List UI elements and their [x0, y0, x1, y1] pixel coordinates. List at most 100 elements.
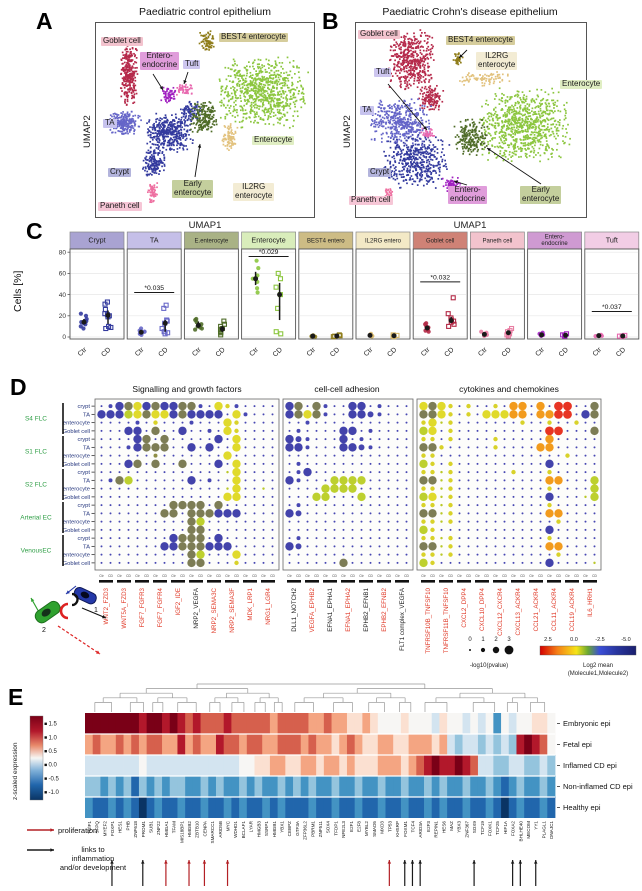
black-arrow-foxm1 [403, 860, 407, 886]
heatmap-gene-label: HMGA1 [164, 821, 169, 838]
red-arrow-hmga1 [164, 860, 168, 886]
heatmap-gene-label: BHLHE40 [518, 821, 523, 842]
heatmap-gene-label: FOXM1 [403, 821, 408, 837]
heatmap-gene-label: ARID5B [218, 821, 223, 838]
dotplot-subrow-label: enterocyte [63, 421, 90, 427]
heatmap-gene-label: TFDP1 [333, 821, 338, 836]
heatmap-gene-label: HIF1A [503, 820, 508, 834]
heatmap-cells [85, 713, 556, 818]
log2mean-colorbar [539, 645, 637, 656]
heatmap-gene-label: TFAM [172, 821, 177, 833]
panel-b-xaxis-label: UMAP1 [453, 220, 487, 231]
gene-pair-label: CXCL2_DPP4 [461, 587, 468, 627]
panel-a-title: Paediatric control epithelium [139, 6, 271, 18]
heatmap-gene-label: MYC [226, 820, 231, 831]
heatmap-gene-label: FOXK1 [488, 821, 493, 837]
cluster-label-tuft: Tuft [183, 59, 201, 69]
heatmap-gene-label: WDHD1 [233, 821, 238, 838]
gene-pair-label: EPHB2_EFNB2 [381, 587, 388, 631]
heatmap-gene-label: FOXA2 [511, 821, 516, 837]
heatmap-gene-label: PBRM1 [310, 821, 315, 837]
dotplot-group-box-0 [94, 398, 280, 571]
heatmap-gene-label: YY1 [534, 821, 539, 830]
heatmap-gene-label: HES6 [441, 821, 446, 833]
heatmap-gene-label: HMGB3 [256, 821, 261, 838]
dotplot-subrow-label: TA [83, 511, 90, 517]
heatmap-gene-label: SMARCC1 [210, 821, 215, 844]
gene-pair-label: WNT2_FZD3 [103, 587, 110, 624]
black-arrow-tcf4 [410, 860, 415, 886]
pvalue-label: *0.037 [602, 304, 622, 311]
pvalue-label: *0.029 [259, 249, 279, 256]
heatmap-gene-label: ZNF367 [464, 821, 469, 838]
panel-b-title: Paediatric Crohn's disease epithelium [382, 6, 558, 18]
cluster-label-crypt: Crypt [108, 167, 132, 177]
heatmap-gene-label: ZNF22 [156, 821, 161, 835]
gene-pair-label: FLT1 complex_VEGFA [399, 587, 406, 651]
dotplot-group-header-cytokines: cytokines and chemokines [459, 384, 559, 394]
heatmap-gene-label: YBX3 [457, 821, 462, 833]
dotplot-subrow-label: Goblet cell [63, 462, 90, 468]
expression-heatmap: Embryonic epi Fetal epi Inflamed CD epi Non… [27, 683, 633, 886]
black-arrow-arid3a [418, 860, 422, 886]
heatmap-gene-label: SOX9 [472, 821, 477, 834]
panel-a-yaxis-label: UMAP2 [82, 115, 93, 148]
gene-pair-label: CXCL13_ACKR4 [515, 587, 522, 635]
gene-pair-label: CXCL12_CXCR4 [497, 587, 504, 635]
panel-b-letter: B [322, 8, 339, 34]
heatmap-gene-label: CEBPZ [287, 821, 292, 837]
dotplot-subrow-label: Goblet cell [63, 561, 90, 567]
heatmap-row-label: Fetal epi [563, 740, 592, 749]
gene-pair-label: WNT5A_FZD3 [121, 587, 128, 628]
cluster-label-paneth-cell: Paneth cell [98, 201, 142, 211]
heatmap-gene-label: MECOM [526, 821, 531, 839]
dotplot-group-box-1 [282, 398, 414, 571]
heatmap-gene-label: LYAR [249, 820, 254, 832]
heatmap-row-label: Inflamed CD epi [563, 761, 617, 770]
pvalue-label: *0.032 [430, 274, 450, 281]
heatmap-gene-label: E2F8 [357, 821, 362, 832]
ligand-receptor-schematic: 12 [30, 585, 107, 655]
heatmap-gene-label: TP53 [387, 821, 392, 832]
heatmap-gene-label: SFPQ [95, 821, 100, 834]
red-arrow-tp53 [387, 860, 392, 886]
panel-b-yaxis-label: UMAP2 [342, 115, 353, 148]
dotplot-color-legend-sublabel: (Molecule1,Molecule2) [567, 671, 629, 677]
dotplot-rowgroup-label: S4 FLC [25, 416, 47, 423]
umap-control-plot [95, 22, 315, 218]
pvalue-label: *0.035 [144, 285, 164, 292]
cluster-label-il2rg-enterocyte: IL2RG enterocyte [476, 51, 518, 70]
gene-pair-label: IL6_HRH1 [587, 587, 594, 616]
cluster-label-best4-enterocyte: BEST4 enterocyte [219, 32, 288, 42]
dotplot-subrow-label: TA [83, 445, 90, 451]
dotplot-subrow-label: Goblet cell [63, 429, 90, 435]
heatmap-gene-label: PHB [125, 821, 130, 830]
panel-a-letter: A [36, 8, 53, 34]
heatmap-gene-label: HMGB1 [272, 821, 277, 838]
dotplot-subrow-label: enterocyte [63, 454, 90, 460]
heatmap-gene-label: SOX4 [326, 821, 331, 834]
panel-e-letter: E [8, 684, 24, 710]
dotplot-subrow-label: crypt [77, 404, 90, 410]
dotplot-group-box-2 [416, 398, 602, 571]
gene-pair-label: TNFRSF10B_TNFSF10 [425, 587, 432, 653]
cluster-label-goblet-cell: Goblet cell [101, 36, 143, 46]
dotplot-rowgroup-label: VenousEC [21, 548, 52, 555]
dotplot-subrow-label: crypt [77, 536, 90, 542]
dotplot-subrow-label: enterocyte [63, 553, 90, 559]
heatmap-gene-label: NFE2L3 [341, 821, 346, 838]
cluster-label-entero-endocrine: Entero- endocrine [140, 51, 180, 70]
cluster-label-enterocyte: Enterocyte [252, 135, 295, 145]
heatmap-gene-label: HES1 [118, 821, 123, 833]
gene-pair-label: TNFRSF11B_TNFSF10 [443, 587, 450, 653]
heatmap-gene-label: MIS18BP1 [179, 821, 184, 843]
gene-pair-label: FGF7_FGFR3 [139, 587, 146, 627]
heatmap-gene-label: YBX1 [279, 821, 284, 833]
cluster-label-early-enterocyte: Early enterocyte [172, 179, 214, 198]
